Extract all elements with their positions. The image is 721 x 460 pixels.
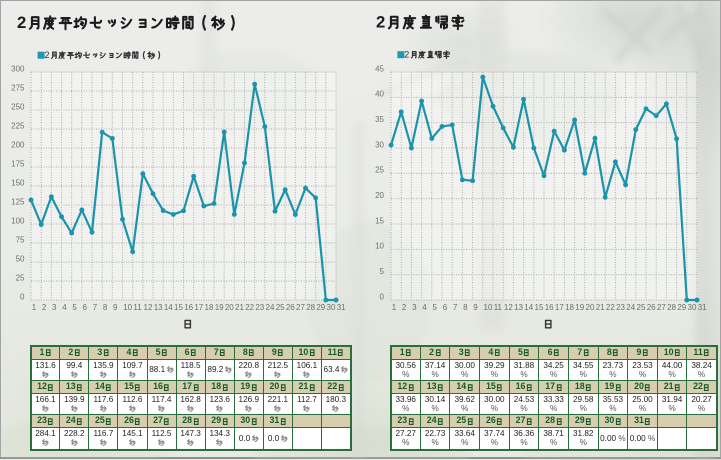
svg-text:12: 12	[504, 303, 513, 312]
svg-text:27: 27	[296, 303, 305, 312]
svg-text:6: 6	[443, 303, 448, 312]
svg-text:27: 27	[657, 303, 666, 312]
svg-text:275: 275	[11, 83, 25, 92]
svg-text:150: 150	[11, 178, 25, 187]
svg-text:2: 2	[45, 50, 50, 60]
svg-text:15: 15	[375, 216, 384, 225]
svg-text:31: 31	[698, 303, 707, 312]
svg-text:10: 10	[375, 242, 384, 251]
svg-text:50: 50	[16, 254, 25, 263]
svg-text:8: 8	[463, 303, 468, 312]
svg-text:15: 15	[535, 303, 544, 312]
svg-text:11: 11	[494, 303, 503, 312]
svg-text:5: 5	[433, 303, 438, 312]
svg-text:6: 6	[83, 303, 88, 312]
svg-text:2: 2	[376, 13, 385, 32]
svg-text:12: 12	[144, 303, 153, 312]
svg-text:7: 7	[453, 303, 458, 312]
svg-text:20: 20	[225, 303, 234, 312]
svg-text:21: 21	[235, 303, 244, 312]
svg-text:13: 13	[514, 303, 523, 312]
svg-text:22: 22	[245, 303, 254, 312]
svg-text:200: 200	[11, 140, 25, 149]
svg-text:29: 29	[677, 303, 686, 312]
svg-text:19: 19	[215, 303, 224, 312]
svg-text:20: 20	[375, 191, 384, 200]
svg-text:3: 3	[412, 303, 417, 312]
svg-text:30: 30	[375, 140, 384, 149]
svg-text:9: 9	[113, 303, 118, 312]
svg-text:40: 40	[375, 90, 384, 99]
svg-text:0: 0	[20, 292, 25, 301]
svg-text:35: 35	[375, 115, 384, 124]
svg-text:28: 28	[306, 303, 315, 312]
svg-text:8: 8	[103, 303, 108, 312]
svg-text:250: 250	[11, 102, 25, 111]
svg-text:2: 2	[402, 303, 407, 312]
svg-text:21: 21	[596, 303, 605, 312]
svg-text:25: 25	[637, 303, 646, 312]
svg-text:2: 2	[42, 303, 47, 312]
svg-text:14: 14	[164, 303, 173, 312]
svg-text:31: 31	[337, 303, 346, 312]
svg-text:15: 15	[174, 303, 183, 312]
svg-text:29: 29	[316, 303, 325, 312]
svg-text:7: 7	[93, 303, 98, 312]
svg-text:75: 75	[16, 235, 25, 244]
svg-text:225: 225	[11, 121, 25, 130]
svg-text:5: 5	[380, 267, 385, 276]
svg-text:1: 1	[32, 303, 37, 312]
svg-text:45: 45	[375, 64, 384, 73]
svg-text:1: 1	[392, 303, 397, 312]
svg-text:18: 18	[205, 303, 214, 312]
svg-text:2: 2	[17, 13, 26, 32]
svg-text:100: 100	[11, 216, 25, 225]
svg-text:175: 175	[11, 159, 25, 168]
svg-text:4: 4	[62, 303, 67, 312]
svg-text:23: 23	[616, 303, 625, 312]
svg-text:9: 9	[473, 303, 478, 312]
svg-text:17: 17	[555, 303, 564, 312]
svg-text:26: 26	[286, 303, 295, 312]
svg-text:18: 18	[565, 303, 574, 312]
svg-text:25: 25	[375, 166, 384, 175]
svg-text:22: 22	[606, 303, 615, 312]
svg-text:19: 19	[575, 303, 584, 312]
svg-text:23: 23	[255, 303, 264, 312]
svg-text:24: 24	[266, 303, 275, 312]
svg-text:17: 17	[194, 303, 203, 312]
svg-text:11: 11	[133, 303, 142, 312]
svg-text:4: 4	[422, 303, 427, 312]
svg-text:16: 16	[184, 303, 193, 312]
svg-text:300: 300	[11, 64, 25, 73]
svg-text:30: 30	[688, 303, 697, 312]
svg-text:24: 24	[626, 303, 635, 312]
svg-text:13: 13	[154, 303, 163, 312]
svg-text:28: 28	[667, 303, 676, 312]
svg-text:20: 20	[586, 303, 595, 312]
svg-text:16: 16	[545, 303, 554, 312]
svg-text:14: 14	[524, 303, 533, 312]
svg-text:10: 10	[123, 303, 132, 312]
svg-text:2: 2	[404, 50, 409, 60]
svg-text:125: 125	[11, 197, 25, 206]
svg-text:0: 0	[380, 292, 385, 301]
svg-text:30: 30	[327, 303, 336, 312]
svg-text:25: 25	[276, 303, 285, 312]
svg-text:3: 3	[52, 303, 57, 312]
svg-text:25: 25	[16, 273, 25, 282]
svg-text:5: 5	[72, 303, 77, 312]
svg-text:26: 26	[647, 303, 656, 312]
svg-text:10: 10	[484, 303, 493, 312]
